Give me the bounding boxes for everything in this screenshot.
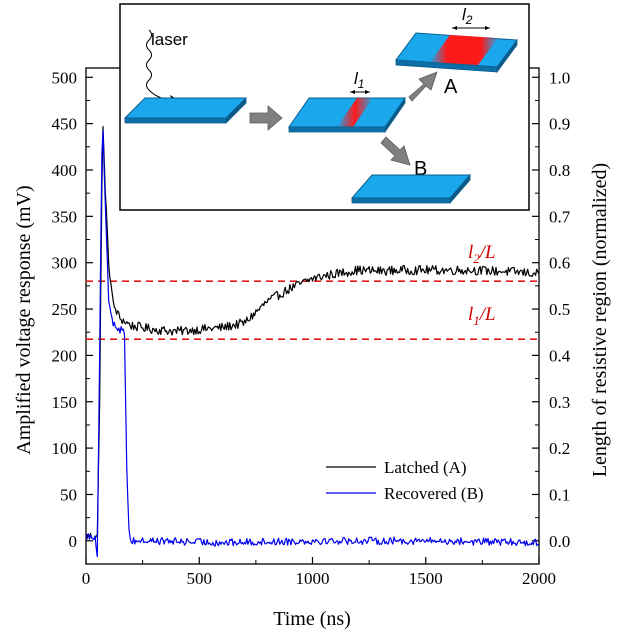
- legend-label-latched: Latched (A): [384, 458, 467, 477]
- y-right-tick-label: 0.1: [549, 485, 570, 504]
- arrow-right: [249, 105, 283, 131]
- strip-hotspot: [288, 96, 406, 134]
- y-right-tick-label: 0.3: [549, 393, 570, 412]
- y-right-tick-label: 0.7: [549, 207, 571, 226]
- y-right-tick-label: 0.5: [549, 300, 570, 319]
- arrow-to-b: [380, 136, 411, 166]
- y-right-tick-label: 0.2: [549, 439, 570, 458]
- y-right-tick-label: 0.6: [549, 254, 570, 273]
- strip-latched: [395, 32, 518, 74]
- y-right-tick-label: 0.0: [549, 532, 570, 551]
- l2-label: l2: [462, 5, 473, 27]
- ref-label-l1: l1/L: [468, 304, 496, 328]
- laser-label: laser: [151, 30, 188, 49]
- series-line-latched: [86, 125, 539, 540]
- x-tick-label: 2000: [522, 569, 556, 588]
- x-axis-title: Time (ns): [273, 608, 351, 630]
- y-left-tick-label: 0: [69, 532, 78, 551]
- laser-beam: [146, 29, 172, 103]
- y-left-tick-label: 500: [52, 68, 78, 87]
- y-left-tick-label: 250: [52, 300, 78, 319]
- y-left-tick-label: 50: [60, 485, 77, 504]
- y-left-tick-label: 400: [52, 161, 78, 180]
- y-right-tick-label: 1.0: [549, 68, 570, 87]
- legend-label-recovered: Recovered (B): [384, 484, 484, 503]
- strip-initial: [123, 97, 248, 124]
- y-right-tick-label: 0.8: [549, 161, 570, 180]
- y-left-tick-label: 200: [52, 346, 78, 365]
- x-tick-label: 1000: [296, 569, 330, 588]
- y-left-tick-label: 350: [52, 207, 78, 226]
- series-line-recovered: [86, 129, 539, 558]
- l1-label: l1: [354, 69, 364, 91]
- inset-schematic: laser l1 A: [119, 3, 530, 211]
- y-right-tick-label: 0.4: [549, 346, 571, 365]
- y-left-tick-label: 300: [52, 254, 78, 273]
- y-axis-left-title: Amplified voltage response (mV): [13, 185, 35, 454]
- y-right-tick-label: 0.9: [549, 115, 570, 134]
- ref-label-l2: l2/L: [468, 242, 496, 266]
- label-a: A: [444, 76, 458, 98]
- arrow-to-a: [408, 71, 438, 102]
- legend: Latched (A) Recovered (B): [326, 458, 484, 503]
- series-lines: [86, 125, 539, 558]
- x-tick-label: 1500: [409, 569, 443, 588]
- x-tick-label: 0: [82, 569, 91, 588]
- axis-ticks: 0 500 1000 1500 2000 0 50 100 150 200 250 300 350 400…: [52, 68, 571, 588]
- x-tick-label: 500: [187, 569, 213, 588]
- y-left-tick-label: 150: [52, 393, 78, 412]
- y-left-tick-label: 100: [52, 439, 78, 458]
- y-axis-right-title: Length of resistive region (normalized): [589, 163, 611, 477]
- reference-lines: [86, 280, 539, 340]
- y-left-tick-label: 450: [52, 115, 78, 134]
- strip-recovered: [350, 173, 472, 205]
